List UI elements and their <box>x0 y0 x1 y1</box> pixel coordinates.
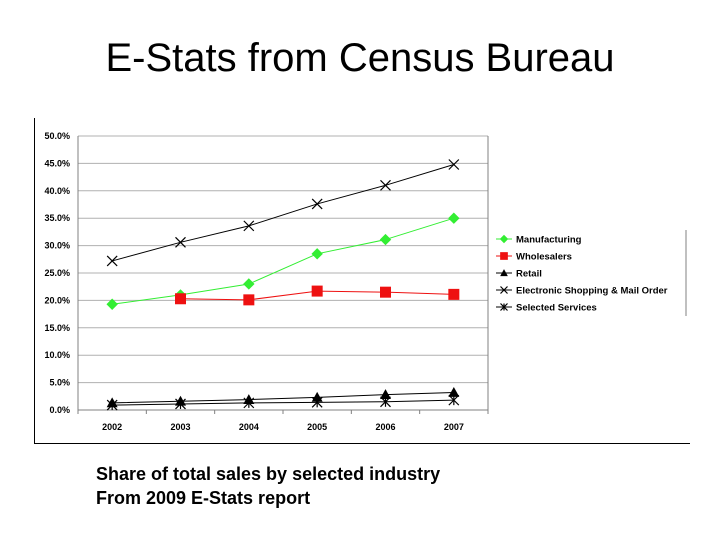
x-tick-label: 2002 <box>102 422 122 432</box>
data-point <box>311 396 323 408</box>
legend-marker <box>500 252 508 260</box>
x-tick-label: 2004 <box>239 422 259 432</box>
legend-marker <box>500 269 508 277</box>
caption: Share of total sales by selected industr… <box>96 462 440 510</box>
caption-line-2: From 2009 E-Stats report <box>96 488 311 508</box>
x-tick-label: 2003 <box>170 422 190 432</box>
data-point <box>106 298 118 310</box>
legend-label: Manufacturing <box>516 235 582 246</box>
y-tick-label: 10.0% <box>44 350 70 360</box>
data-point <box>380 179 391 191</box>
data-point <box>448 386 460 397</box>
series-electronic-shopping-mail-order <box>106 159 460 267</box>
data-point <box>106 399 118 411</box>
y-tick-label: 25.0% <box>44 268 70 278</box>
chart-canvas: 0.0% 5.0% 10.0% 15.0% 20.0% 25.0% 30.0% 35.0% 40… <box>34 118 690 444</box>
legend-marker <box>500 286 508 294</box>
series-line <box>112 217 454 305</box>
data-point <box>380 286 391 298</box>
data-point <box>175 236 186 248</box>
data-point <box>243 397 255 409</box>
series-line <box>112 164 454 262</box>
data-point <box>448 212 460 224</box>
data-point <box>311 198 323 210</box>
y-tick-label: 30.0% <box>44 241 70 251</box>
y-tick-label: 45.0% <box>44 158 70 168</box>
data-point <box>311 285 323 297</box>
data-point <box>175 398 186 410</box>
legend-marker <box>499 234 509 244</box>
y-tick-label: 50.0% <box>44 131 70 141</box>
data-point <box>380 389 391 400</box>
legend-label: Wholesalers <box>516 252 572 263</box>
series-manufacturing <box>106 212 460 310</box>
y-tick-label: 5.0% <box>49 378 70 388</box>
grid-layer <box>78 135 489 410</box>
data-point <box>379 233 392 246</box>
data-point <box>106 255 118 267</box>
legend-item: Manufacturing <box>496 235 582 246</box>
data-point <box>311 248 323 260</box>
series-selected-services <box>106 394 460 411</box>
data-point <box>243 220 255 232</box>
caption-line-1: Share of total sales by selected industr… <box>96 464 441 484</box>
legend-item: Wholesalers <box>496 252 572 263</box>
legend-marker <box>500 303 508 311</box>
data-point <box>448 288 460 300</box>
series-wholesalers <box>175 285 460 306</box>
data-point <box>243 278 255 290</box>
x-tick-label: 2005 <box>307 422 327 432</box>
legend-label: Retail <box>516 269 542 280</box>
legend-label: Selected Services <box>516 303 597 314</box>
y-tick-label: 20.0% <box>44 295 70 305</box>
data-point <box>175 293 186 305</box>
y-tick-label: 0.0% <box>49 405 70 415</box>
legend-item: Selected Services <box>496 303 597 314</box>
axis-layer: 0.0% 5.0% 10.0% 15.0% 20.0% 25.0% 30.0% 35.0% 40… <box>44 131 489 432</box>
x-tick-label: 2006 <box>375 422 395 432</box>
series-line <box>112 399 454 406</box>
y-tick-label: 40.0% <box>44 186 70 196</box>
legend-label: Electronic Shopping & Mail Order <box>516 286 668 297</box>
legend-item: Retail <box>496 269 542 280</box>
x-tick-label: 2007 <box>444 422 464 432</box>
data-point <box>243 294 255 306</box>
legend: Manufacturing Wholesalers Retail Electronic… <box>496 230 687 316</box>
line-chart: 0.0% 5.0% 10.0% 15.0% 20.0% 25.0% 30.0% 35.0% 40… <box>34 118 690 444</box>
series-layer <box>106 159 460 411</box>
slide-title: E-Stats from Census Bureau <box>105 36 615 80</box>
data-point <box>448 394 460 406</box>
legend-item: Electronic Shopping & Mail Order <box>496 286 668 297</box>
y-tick-label: 35.0% <box>44 213 70 223</box>
y-tick-label: 15.0% <box>44 323 70 333</box>
chart-frame <box>34 118 690 444</box>
data-point <box>448 159 460 170</box>
series-line <box>112 391 454 404</box>
data-point <box>380 396 391 408</box>
